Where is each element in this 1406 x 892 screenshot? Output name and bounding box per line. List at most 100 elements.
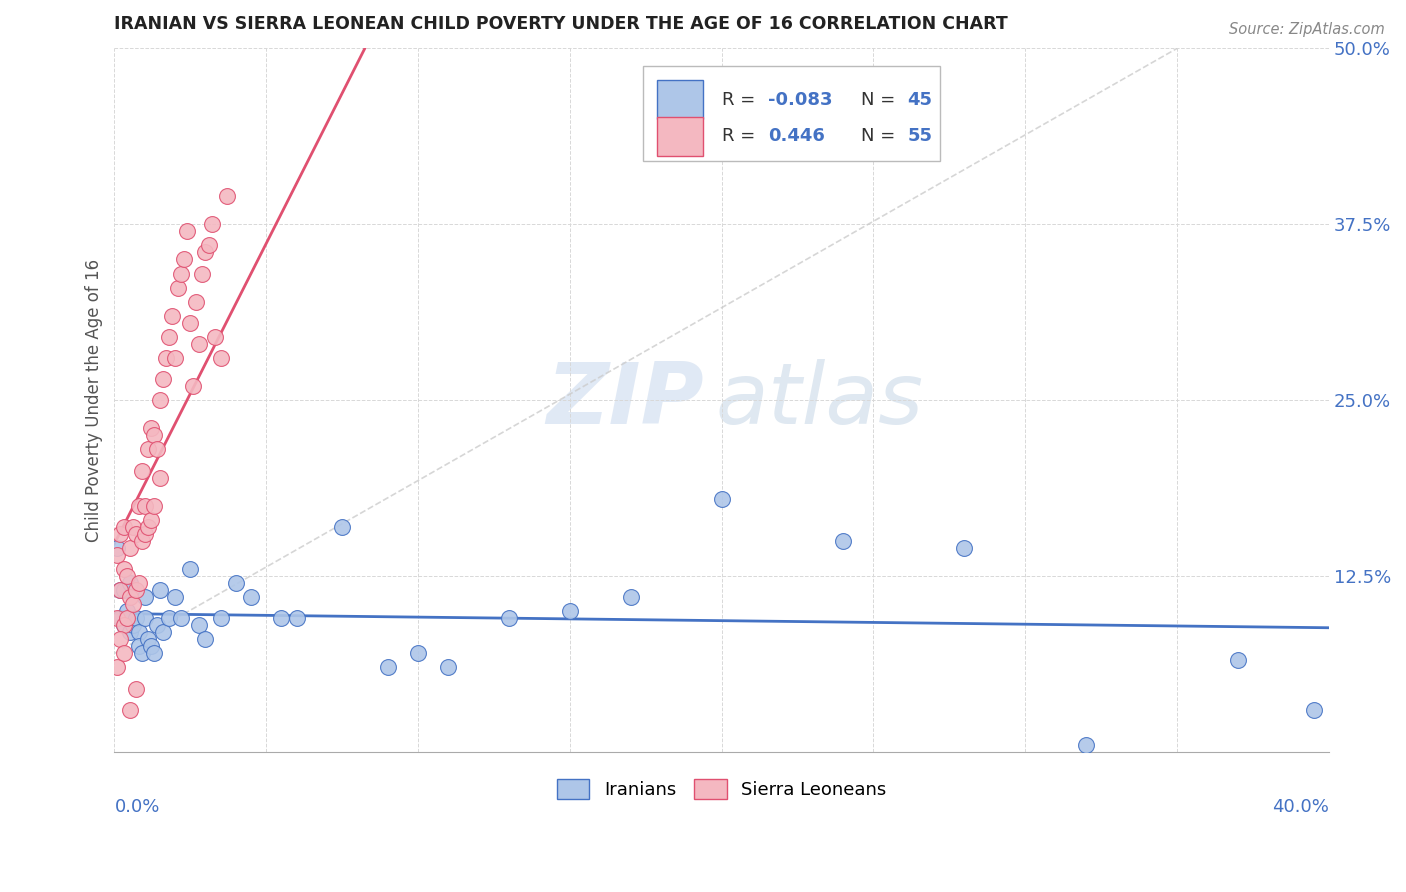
Text: 55: 55 bbox=[907, 128, 932, 145]
Point bbox=[209, 351, 232, 365]
Point bbox=[121, 597, 143, 611]
Point bbox=[112, 520, 135, 534]
Point bbox=[160, 309, 183, 323]
Point bbox=[225, 576, 247, 591]
Point bbox=[131, 463, 153, 477]
Point bbox=[215, 189, 238, 203]
Point bbox=[165, 590, 187, 604]
Point bbox=[131, 647, 153, 661]
Point bbox=[112, 583, 135, 598]
Point bbox=[194, 632, 217, 647]
Text: 45: 45 bbox=[907, 91, 932, 109]
Text: N =: N = bbox=[862, 128, 901, 145]
Point bbox=[118, 576, 141, 591]
Point bbox=[134, 526, 156, 541]
Point bbox=[128, 640, 150, 654]
Point bbox=[107, 541, 129, 555]
Point bbox=[112, 562, 135, 576]
Point bbox=[152, 372, 174, 386]
Point bbox=[832, 533, 855, 548]
Text: Source: ZipAtlas.com: Source: ZipAtlas.com bbox=[1229, 22, 1385, 37]
Point bbox=[128, 625, 150, 640]
Point bbox=[146, 442, 169, 457]
Point bbox=[240, 590, 263, 604]
Point bbox=[170, 267, 193, 281]
Point bbox=[136, 632, 159, 647]
Point bbox=[270, 611, 292, 625]
Point bbox=[142, 647, 165, 661]
Text: R =: R = bbox=[721, 128, 766, 145]
Point bbox=[188, 618, 211, 632]
Text: -0.083: -0.083 bbox=[768, 91, 832, 109]
Point bbox=[149, 470, 172, 484]
Point bbox=[1302, 703, 1324, 717]
Point bbox=[124, 526, 146, 541]
Point bbox=[183, 379, 205, 393]
Point bbox=[155, 351, 177, 365]
Point bbox=[179, 562, 201, 576]
Point bbox=[134, 590, 156, 604]
Point bbox=[136, 520, 159, 534]
Point bbox=[118, 703, 141, 717]
Text: 40.0%: 40.0% bbox=[1272, 797, 1329, 815]
Text: N =: N = bbox=[862, 91, 901, 109]
Point bbox=[330, 520, 353, 534]
Point bbox=[107, 660, 129, 674]
Point bbox=[437, 660, 460, 674]
Point bbox=[209, 611, 232, 625]
Text: R =: R = bbox=[721, 91, 761, 109]
Point bbox=[139, 421, 162, 435]
Point bbox=[188, 337, 211, 351]
Point bbox=[152, 625, 174, 640]
FancyBboxPatch shape bbox=[643, 66, 941, 161]
Point bbox=[124, 611, 146, 625]
Point bbox=[186, 294, 208, 309]
Point bbox=[118, 590, 141, 604]
Point bbox=[121, 520, 143, 534]
Point bbox=[136, 442, 159, 457]
Point bbox=[131, 533, 153, 548]
Point bbox=[112, 647, 135, 661]
Point bbox=[142, 499, 165, 513]
Point bbox=[377, 660, 399, 674]
Point bbox=[285, 611, 308, 625]
Text: IRANIAN VS SIERRA LEONEAN CHILD POVERTY UNDER THE AGE OF 16 CORRELATION CHART: IRANIAN VS SIERRA LEONEAN CHILD POVERTY … bbox=[114, 15, 1008, 33]
Point bbox=[146, 618, 169, 632]
Point bbox=[110, 583, 132, 598]
Point bbox=[149, 583, 172, 598]
Point bbox=[115, 569, 138, 583]
Point bbox=[1226, 653, 1249, 667]
Point bbox=[110, 583, 132, 598]
Point bbox=[157, 330, 180, 344]
Point bbox=[112, 618, 135, 632]
Point bbox=[128, 499, 150, 513]
Text: ZIP: ZIP bbox=[546, 359, 703, 442]
Point bbox=[498, 611, 520, 625]
Point bbox=[115, 604, 138, 618]
Point bbox=[107, 548, 129, 562]
Point bbox=[139, 513, 162, 527]
Point bbox=[1074, 738, 1097, 752]
Point bbox=[179, 316, 201, 330]
Point bbox=[121, 618, 143, 632]
Point bbox=[124, 583, 146, 598]
Point bbox=[110, 611, 132, 625]
Point bbox=[197, 238, 219, 252]
Point bbox=[134, 611, 156, 625]
Point bbox=[558, 604, 581, 618]
Point bbox=[134, 499, 156, 513]
Point bbox=[953, 541, 976, 555]
Text: 0.446: 0.446 bbox=[768, 128, 824, 145]
Point bbox=[204, 330, 226, 344]
Point bbox=[149, 393, 172, 408]
Point bbox=[191, 267, 214, 281]
Point bbox=[110, 632, 132, 647]
FancyBboxPatch shape bbox=[657, 118, 703, 156]
Point bbox=[170, 611, 193, 625]
Point bbox=[167, 280, 190, 294]
Text: atlas: atlas bbox=[716, 359, 924, 442]
Point bbox=[176, 224, 198, 238]
Point bbox=[110, 526, 132, 541]
Text: 0.0%: 0.0% bbox=[114, 797, 160, 815]
Point bbox=[112, 618, 135, 632]
